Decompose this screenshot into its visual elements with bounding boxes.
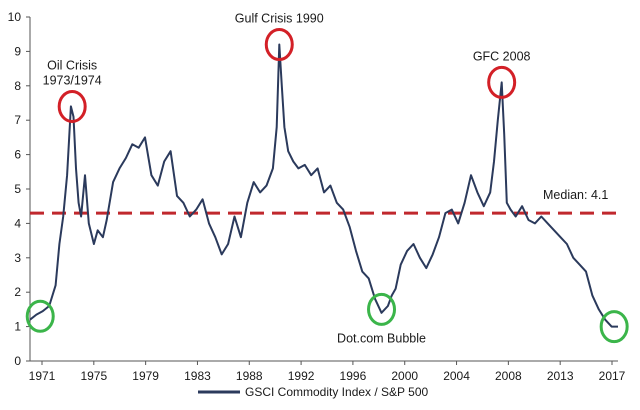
annotation-label: Gulf Crisis 1990 — [235, 12, 324, 26]
x-tick-label: 1992 — [288, 369, 315, 383]
series-line — [29, 43, 618, 328]
chart-axes: 0 1 2 3 4 5 6 7 8 9 10 1971 1975 1979 1983 1988 1992 1996… — [8, 10, 626, 383]
x-tick-label: 2008 — [495, 369, 522, 383]
x-tick-label: 1988 — [236, 369, 263, 383]
x-tick-label: 2013 — [547, 369, 574, 383]
y-tick-label: 4 — [14, 216, 21, 230]
chart-plot: Median: 4.1 — [29, 43, 618, 328]
annotation-circle — [367, 292, 397, 326]
annotation-label: Dot.com Bubble — [337, 331, 426, 345]
x-tick-label: 1983 — [184, 369, 211, 383]
annotation-label: 1973/1974 — [43, 73, 102, 87]
x-tick-label: 2017 — [599, 369, 626, 383]
median-label: Median: 4.1 — [543, 188, 608, 202]
y-tick-label: 9 — [14, 44, 21, 58]
x-tick-label: 2000 — [391, 369, 418, 383]
annotation-circle — [25, 299, 55, 333]
x-tick-label: 1996 — [340, 369, 367, 383]
annotation-label: GFC 2008 — [473, 49, 531, 63]
y-tick-label: 10 — [8, 10, 22, 24]
y-tick-label: 1 — [14, 320, 21, 334]
y-tick-label: 5 — [14, 182, 21, 196]
y-tick-label: 6 — [14, 148, 21, 162]
annotation-circle — [57, 89, 87, 123]
y-tick-label: 8 — [14, 79, 21, 93]
legend-label: GSCI Commodity Index / S&P 500 — [245, 385, 429, 399]
x-tick-label: 1975 — [80, 369, 107, 383]
y-tick-label: 3 — [14, 251, 21, 265]
x-tick-label: 1971 — [29, 369, 56, 383]
y-tick-label: 7 — [14, 113, 21, 127]
x-tick-label: 2004 — [443, 369, 470, 383]
annotation-label: Oil Crisis — [47, 58, 97, 72]
annotation-circle — [264, 28, 294, 62]
chart-legend: GSCI Commodity Index / S&P 500 — [198, 385, 429, 399]
y-tick-label: 2 — [14, 285, 21, 299]
x-tick-label: 1979 — [132, 369, 159, 383]
annotation-circle — [487, 65, 517, 99]
y-tick-label: 0 — [14, 354, 21, 368]
annotation-circle — [599, 310, 629, 344]
